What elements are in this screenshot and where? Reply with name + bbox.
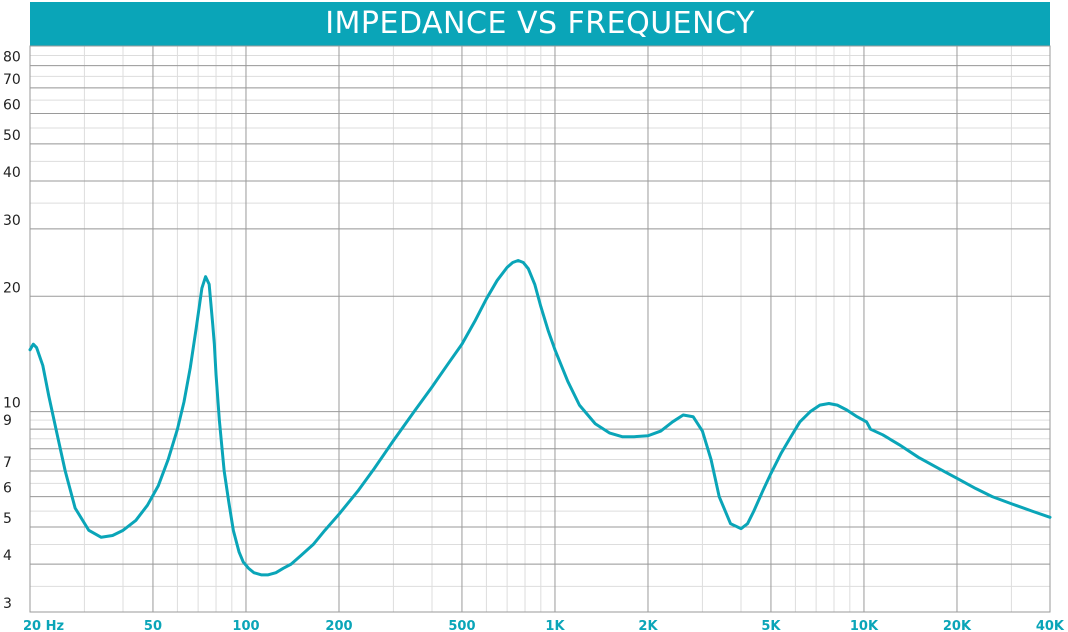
chart-title: IMPEDANCE VS FREQUENCY	[30, 2, 1050, 46]
y-tick-label: 4	[3, 548, 12, 564]
y-tick-label: 70	[3, 72, 21, 88]
y-tick-label: 3	[3, 596, 12, 612]
y-tick-label: 20	[3, 280, 21, 296]
y-tick-label: 5	[3, 511, 12, 527]
x-tick-label: 1K	[545, 619, 565, 632]
y-tick-label: 40	[3, 165, 21, 181]
x-tick-label: 40K	[1036, 619, 1065, 632]
x-axis-labels: 20 Hz 50 100 200 500 1K 2K 5K 10K 20K 40K	[23, 619, 1065, 632]
y-tick-label: 10	[3, 396, 21, 412]
x-tick-label: 20 Hz	[23, 619, 64, 632]
plot-frame	[29, 45, 1051, 613]
y-tick-label: 50	[3, 128, 21, 144]
x-tick-label: 500	[448, 619, 475, 632]
y-tick-label: 30	[3, 213, 21, 229]
x-tick-label: 100	[232, 619, 259, 632]
y-tick-label: 7	[3, 455, 12, 471]
x-tick-label: 2K	[638, 619, 658, 632]
y-tick-label: 80	[3, 50, 21, 66]
x-tick-label: 10K	[850, 619, 879, 632]
y-tick-label: 60	[3, 97, 21, 113]
y-tick-label: 6	[3, 481, 12, 497]
impedance-curve	[28, 259, 1052, 577]
x-tick-label: 5K	[761, 619, 781, 632]
x-tick-label: 200	[325, 619, 352, 632]
y-axis-labels: 3 4 5 6 7 910 20 30 40 50 60 70 80	[3, 50, 21, 612]
y-tick-label: 9	[3, 413, 12, 429]
x-tick-label: 20K	[943, 619, 972, 632]
major-grid	[29, 46, 1051, 612]
x-tick-label: 50	[144, 619, 162, 632]
